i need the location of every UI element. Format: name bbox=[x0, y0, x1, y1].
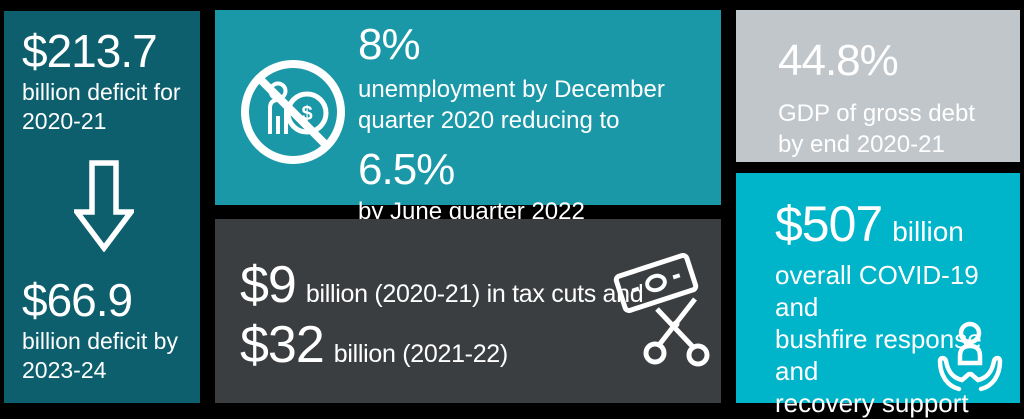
tax-cut-2021-value: $32 bbox=[240, 316, 325, 374]
deficit-2020-label-line1: billion deficit for bbox=[22, 79, 181, 105]
covid-support-unit: billion bbox=[892, 216, 964, 247]
panel-covid-support: $507 billion overall COVID-19 and bushfi… bbox=[736, 173, 1020, 418]
gross-debt-label-line2: by end 2020-21 bbox=[778, 131, 945, 158]
panel-gross-debt: 44.8% GDP of gross debt by end 2020-21 bbox=[736, 10, 1020, 162]
panel-tax-cuts: $9 billion (2020-21) in tax cuts and $32… bbox=[215, 219, 721, 403]
tax-cut-row-2021: $32 billion (2021-22) bbox=[240, 315, 721, 375]
deficit-2023-label-line2: 2023-24 bbox=[22, 357, 107, 383]
tax-cut-2020-value: $9 bbox=[240, 256, 297, 314]
unemployment-desc-line1: unemployment by December bbox=[358, 76, 665, 103]
deficit-2023-label-line1: billion deficit by bbox=[22, 328, 178, 354]
panel-deficit: $213.7 billion deficit for 2020-21 $66.9… bbox=[4, 11, 200, 403]
deficit-2020-value: $213.7 bbox=[22, 25, 158, 77]
scissors-money-icon bbox=[611, 253, 711, 367]
covid-support-amount-row: $507 billion bbox=[775, 195, 1020, 253]
tax-cut-row-2020: $9 billion (2020-21) in tax cuts and bbox=[240, 255, 721, 315]
svg-text:$: $ bbox=[301, 103, 312, 125]
gross-debt-label-line1: GDP of gross debt bbox=[778, 100, 975, 127]
unemployment-stat-2020: 8% bbox=[358, 20, 421, 69]
deficit-2020-label-line2: 2020-21 bbox=[22, 108, 107, 134]
unemployment-stat-2022: 6.5% bbox=[358, 145, 455, 194]
covid-support-value: $507 bbox=[775, 196, 883, 252]
panel-unemployment: $ 8% unemployment by December quarter 20… bbox=[215, 10, 721, 225]
covid-support-desc-line2: bushfire response and bbox=[775, 324, 982, 386]
no-unemployment-icon: $ bbox=[237, 56, 349, 168]
unemployment-text-block: 8% unemployment by December quarter 2020… bbox=[358, 20, 665, 227]
hands-person-icon bbox=[933, 319, 1007, 397]
unemployment-desc-line2: quarter 2020 reducing to bbox=[358, 107, 620, 134]
covid-support-desc-line1: overall COVID-19 and bbox=[775, 260, 979, 322]
down-arrow-icon bbox=[74, 160, 200, 252]
tax-cut-2020-label: billion (2020-21) in tax cuts and bbox=[305, 280, 644, 308]
deficit-2023-value: $66.9 bbox=[22, 274, 133, 326]
gross-debt-stat: 44.8% bbox=[778, 36, 899, 85]
tax-cut-2021-label: billion (2021-22) bbox=[333, 340, 508, 368]
